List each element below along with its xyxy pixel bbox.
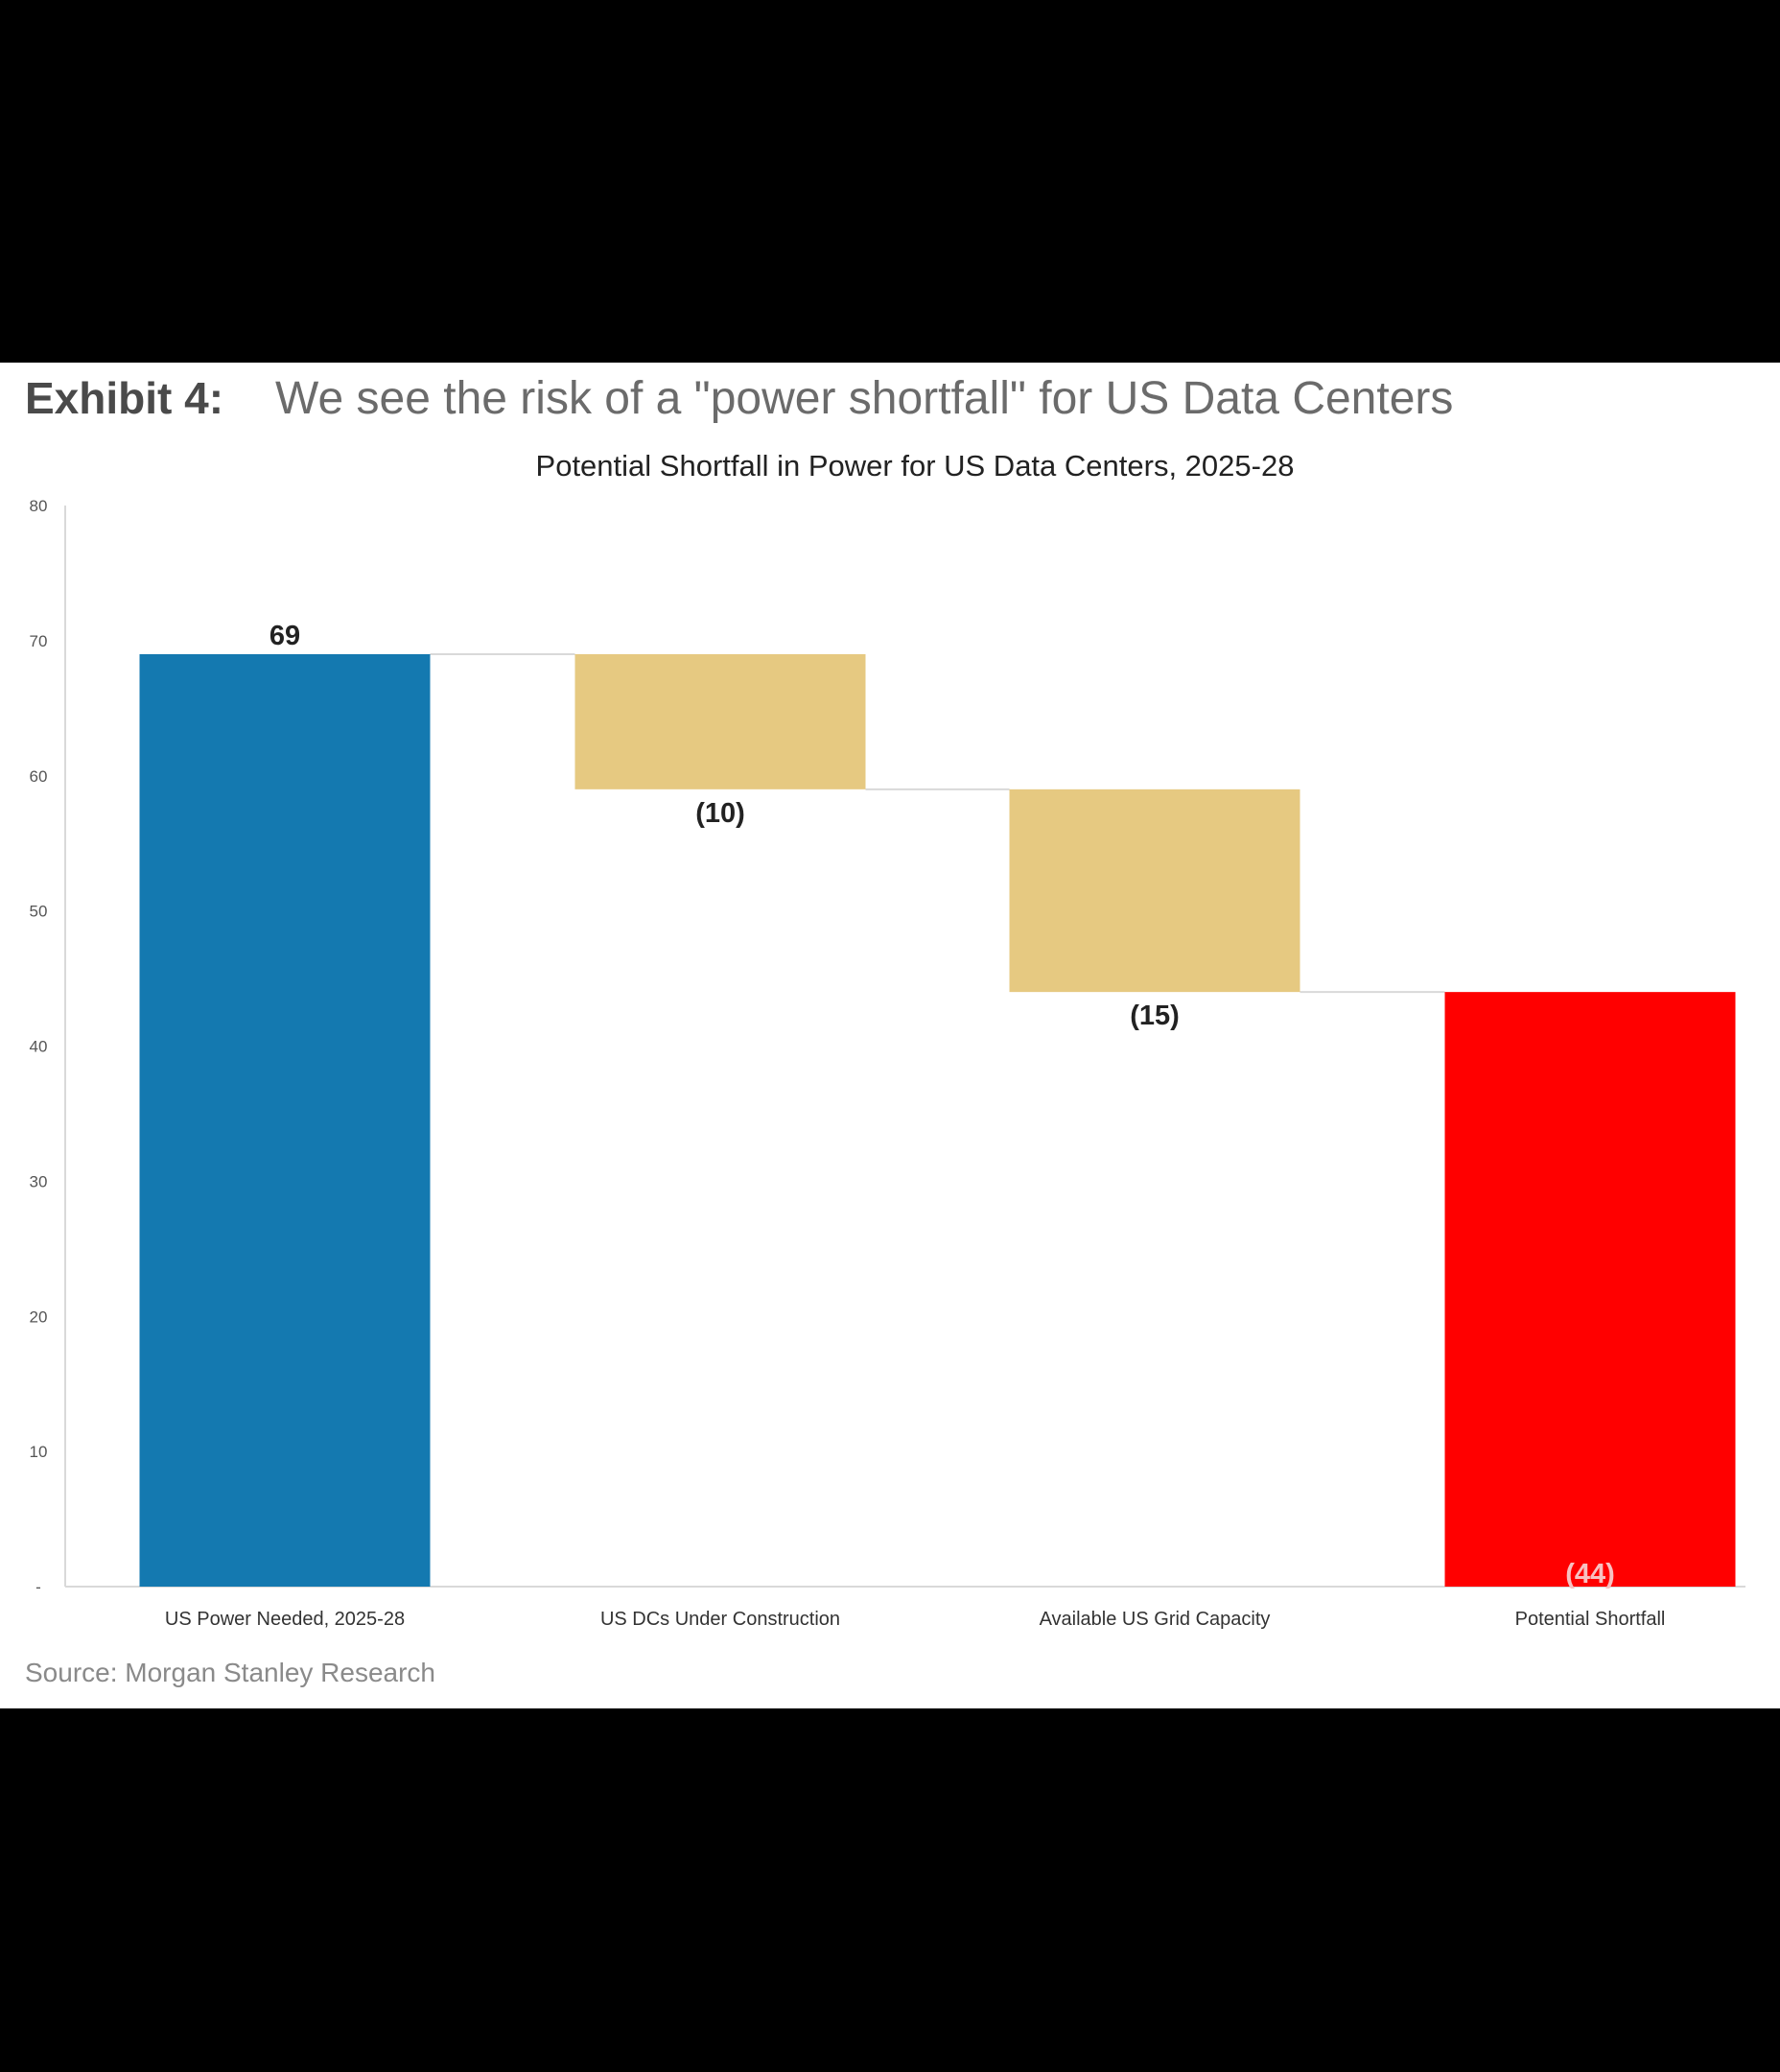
y-tick-label: 70 [30, 632, 48, 650]
bar-value-label: (15) [1130, 1001, 1180, 1031]
x-category-label: US DCs Under Construction [600, 1609, 840, 1630]
bar-value-label: (10) [695, 798, 745, 829]
x-category-label: US Power Needed, 2025-28 [165, 1609, 405, 1630]
bar-decrease [1009, 789, 1300, 993]
bar-shortfall [1444, 992, 1736, 1587]
y-tick-label: - [35, 1578, 41, 1596]
exhibit-panel: Exhibit 4: We see the risk of a "power sh… [0, 363, 1780, 1708]
bar-layer [139, 653, 1736, 1587]
y-tick-label: 50 [30, 903, 48, 921]
y-tick-label: 20 [30, 1307, 48, 1326]
y-tick-label: 80 [30, 497, 48, 515]
y-tick-label: 30 [30, 1172, 48, 1190]
x-category-label: Potential Shortfall [1515, 1609, 1666, 1630]
waterfall-chart: Potential Shortfall in Power for US Data… [30, 449, 1745, 1630]
connector-layer [430, 652, 1445, 994]
bar-total [139, 653, 431, 1587]
bar-value-label: 69 [269, 621, 300, 651]
y-tick-label: 10 [30, 1443, 48, 1461]
bar-value-label: (44) [1565, 1559, 1615, 1589]
source-note: Source: Morgan Stanley Research [25, 1658, 435, 1687]
y-tick-label: 60 [30, 767, 48, 786]
exhibit-label: Exhibit 4: [25, 373, 224, 423]
y-tick-label: 40 [30, 1038, 48, 1056]
exhibit-title: We see the risk of a "power shortfall" f… [275, 373, 1454, 424]
x-category-label: Available US Grid Capacity [1040, 1609, 1271, 1630]
bar-decrease [574, 653, 866, 789]
exhibit-header: Exhibit 4: We see the risk of a "power sh… [25, 372, 1453, 425]
chart-title: Potential Shortfall in Power for US Data… [536, 449, 1295, 483]
label-layer: 69 US Power Needed, 2025-28 (10) US DCs Und… [165, 621, 1665, 1630]
